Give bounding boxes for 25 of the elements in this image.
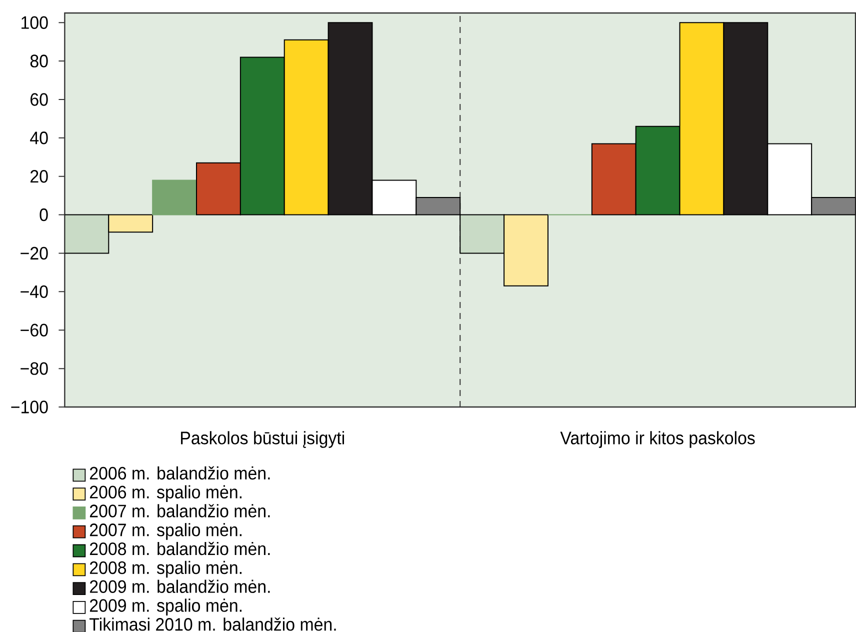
y-tick-label: 100 <box>22 16 48 29</box>
y-tick-label: 60 <box>30 93 48 106</box>
bar <box>416 197 461 216</box>
legend-label: 2009 m. spalio mėn. <box>90 598 242 616</box>
legend-label: 2007 m. spalio mėn. <box>90 523 242 540</box>
y-tick-label: −80 <box>20 362 48 375</box>
legend-label: 2006 m. balandžio mėn. <box>90 466 270 480</box>
y-tick-label: 0 <box>40 208 48 222</box>
bar <box>811 197 856 216</box>
y-tick-label: −20 <box>20 246 48 260</box>
y-tick-label: 40 <box>30 132 48 144</box>
legend-label: Tikimasi 2010 m. balandžio mėn. <box>90 618 336 631</box>
legend-label: 2008 m. spalio mėn. <box>90 560 242 578</box>
x-tick-label: Vartojimo ir kitos paskolos <box>560 431 755 448</box>
bar <box>152 180 197 216</box>
y-tick-label: 80 <box>30 54 48 68</box>
y-tick-label: −60 <box>20 324 48 336</box>
y-tick-label: −40 <box>20 285 48 298</box>
legend-label: 2008 m. balandžio mėn. <box>90 542 270 556</box>
x-tick-label: Paskolos būstui įsigyti <box>181 431 344 448</box>
legend-label: 2006 m. spalio mėn. <box>90 485 242 502</box>
legend-label: 2007 m. balandžio mėn. <box>90 504 270 518</box>
y-tick-label: 20 <box>30 170 48 183</box>
y-tick-label: −100 <box>11 400 48 414</box>
legend-label: 2009 m. balandžio mėn. <box>90 580 270 593</box>
